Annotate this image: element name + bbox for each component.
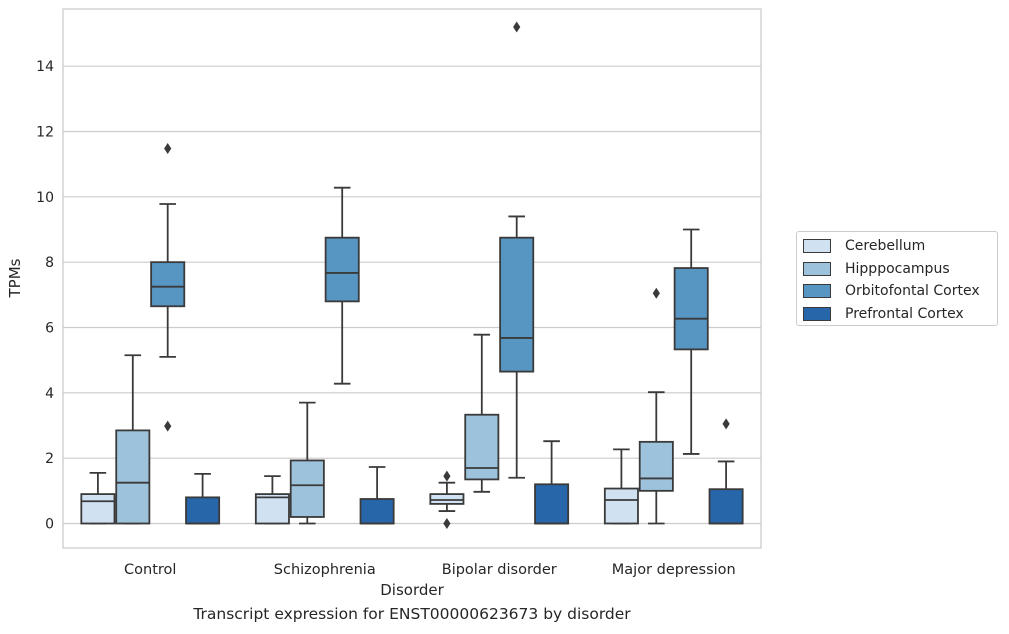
legend-swatch-prefrontal-cortex <box>803 306 831 321</box>
y-axis-ticks: 0 2 4 6 8 10 12 14 <box>36 59 54 532</box>
iqr-box <box>429 493 465 505</box>
legend-item-cerebellum: Cerebellum <box>803 235 997 258</box>
iqr-box <box>534 483 570 525</box>
x-tick-label-schizophrenia: Schizophrenia <box>274 562 376 578</box>
iqr-box <box>115 429 151 525</box>
y-tick-label-10: 10 <box>36 190 54 206</box>
iqr-box <box>673 267 709 351</box>
box-hipppocampus-schizophrenia <box>289 401 325 525</box>
y-tick-label-6: 6 <box>45 321 54 337</box>
outlier-point <box>722 418 730 430</box>
box-cerebellum-bipolar-disorder <box>429 470 465 529</box>
box-prefrontal-cortex-bipolar-disorder <box>534 440 570 525</box>
iqr-box <box>638 440 674 492</box>
y-tick-label-2: 2 <box>45 451 54 467</box>
iqr-box <box>708 488 744 525</box>
iqr-box <box>499 236 535 373</box>
box-prefrontal-cortex-control <box>185 472 221 525</box>
box-orbitofontal-cortex-control <box>150 142 186 432</box>
iqr-box <box>80 493 116 525</box>
box-cerebellum-schizophrenia <box>254 475 290 525</box>
box-cerebellum-major-depression <box>603 448 639 525</box>
box-hipppocampus-major-depression <box>638 287 674 525</box>
legend-label-orbitofrontal-cortex: Orbitofontal Cortex <box>845 283 980 300</box>
outlier-point <box>164 420 172 432</box>
iqr-box <box>150 261 186 308</box>
iqr-box <box>185 496 221 525</box>
boxes <box>80 21 744 529</box>
box-hipppocampus-control <box>115 354 151 525</box>
x-axis-label: Disorder <box>380 581 444 599</box>
y-tick-label-12: 12 <box>36 125 54 141</box>
iqr-box <box>464 413 500 481</box>
outlier-point <box>513 21 521 33</box>
iqr-box <box>359 498 395 525</box>
box-prefrontal-cortex-schizophrenia <box>359 466 395 525</box>
iqr-box <box>254 493 290 525</box>
x-tick-label-bipolar-disorder: Bipolar disorder <box>442 562 557 578</box>
x-axis-ticks: Control Schizophrenia Bipolar disorder Majo… <box>124 562 736 578</box>
iqr-box <box>603 487 639 525</box>
x-tick-label-major-depression: Major depression <box>612 562 736 578</box>
outlier-point <box>443 470 451 482</box>
y-tick-label-0: 0 <box>45 517 54 533</box>
box-orbitofontal-cortex-major-depression <box>673 228 709 455</box>
plot-frame <box>62 8 762 549</box>
box-cerebellum-control <box>80 471 116 525</box>
legend: Cerebellum Hipppocampus Orbitofontal Cor… <box>796 231 998 326</box>
legend-swatch-orbitofrontal-cortex <box>803 284 831 299</box>
iqr-box <box>324 236 360 303</box>
legend-item-prefrontal-cortex: Prefrontal Cortex <box>803 303 997 326</box>
legend-swatch-cerebellum <box>803 239 831 254</box>
x-tick-label-control: Control <box>124 562 176 578</box>
figure-caption: Transcript expression for ENST0000062367… <box>193 605 631 623</box>
legend-item-hippocampus: Hipppocampus <box>803 258 997 281</box>
y-tick-label-14: 14 <box>36 59 54 75</box>
box-orbitofontal-cortex-bipolar-disorder <box>499 21 535 479</box>
legend-label-hippocampus: Hipppocampus <box>845 260 950 277</box>
legend-label-cerebellum: Cerebellum <box>845 238 926 255</box>
legend-item-orbitofrontal-cortex: Orbitofontal Cortex <box>803 280 997 303</box>
box-prefrontal-cortex-major-depression <box>708 418 744 525</box>
y-axis-label: TPMs <box>6 258 24 298</box>
legend-label-prefrontal-cortex: Prefrontal Cortex <box>845 305 964 322</box>
iqr-box <box>289 459 325 518</box>
outlier-point <box>164 142 172 154</box>
outlier-point <box>652 287 660 299</box>
box-orbitofontal-cortex-schizophrenia <box>324 186 360 385</box>
y-tick-label-4: 4 <box>45 386 54 402</box>
outlier-point <box>443 518 451 529</box>
y-tick-label-8: 8 <box>45 255 54 271</box>
box-hipppocampus-bipolar-disorder <box>464 333 500 493</box>
legend-swatch-hippocampus <box>803 261 831 276</box>
